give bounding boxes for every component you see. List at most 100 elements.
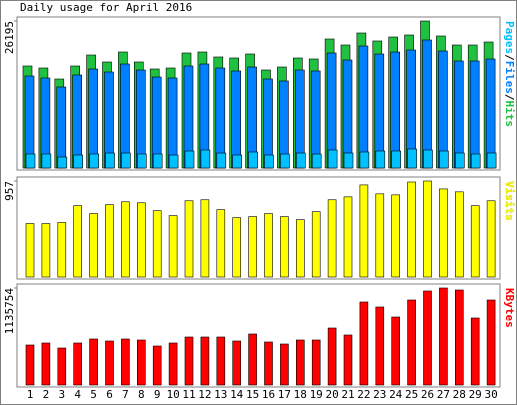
bar [105, 340, 114, 386]
bar [470, 205, 480, 278]
x-tick-label: 14 [230, 388, 244, 401]
legend-entry: Visits [503, 181, 516, 221]
legend-entry: KBytes [503, 288, 516, 328]
bar [137, 339, 146, 386]
bar [137, 202, 146, 278]
x-tick-label: 19 [310, 388, 323, 401]
bar [264, 341, 273, 386]
bar [168, 215, 178, 278]
bar [232, 340, 241, 386]
bar [152, 153, 163, 169]
bar [310, 70, 321, 169]
bar [454, 152, 465, 169]
bar [280, 153, 290, 169]
bar [216, 152, 227, 169]
bar [121, 338, 130, 386]
bar [423, 149, 433, 169]
bar [486, 152, 497, 169]
bar [342, 59, 353, 169]
bar [88, 68, 98, 169]
x-tick-label: 12 [198, 388, 211, 401]
bar [121, 201, 130, 278]
bar [391, 316, 401, 386]
x-tick-label: 22 [357, 388, 370, 401]
x-tick-label: 27 [437, 388, 450, 401]
x-tick-label: 1 [27, 388, 34, 401]
bar [73, 342, 82, 386]
bar [422, 39, 432, 169]
bar [105, 204, 114, 278]
bar [390, 51, 401, 169]
x-tick-label: 20 [325, 388, 338, 401]
bar [57, 222, 67, 278]
x-tick-label: 13 [214, 388, 227, 401]
bar [121, 152, 131, 169]
bar [359, 301, 369, 386]
x-tick-label: 7 [122, 388, 129, 401]
bar [407, 299, 416, 386]
bar [439, 287, 448, 386]
bar [453, 60, 464, 169]
bar [295, 219, 305, 278]
bar [264, 213, 273, 278]
bar [311, 211, 321, 278]
x-tick-label: 8 [138, 388, 145, 401]
bar [89, 153, 99, 169]
x-tick-label: 2 [43, 388, 50, 401]
bar [280, 216, 289, 278]
bar [184, 336, 194, 386]
bar [438, 50, 448, 169]
legend-entry: Files [503, 61, 516, 94]
y-tick-label: 957 [3, 181, 16, 201]
x-tick-label: 18 [294, 388, 307, 401]
legend: Pages/Files/Hits [503, 21, 516, 127]
bar [72, 74, 82, 169]
bar [216, 209, 226, 278]
bar [184, 150, 195, 169]
x-tick-label: 5 [90, 388, 97, 401]
bar [358, 45, 369, 169]
bar [327, 149, 338, 169]
y-tick-label: 1135754 [3, 288, 16, 335]
x-tick-label: 17 [278, 388, 291, 401]
x-tick-label: 9 [154, 388, 161, 401]
bar [359, 151, 370, 169]
legend: Visits [503, 181, 516, 221]
bar [73, 154, 83, 169]
x-tick-label: 15 [246, 388, 259, 401]
bar [56, 86, 67, 169]
x-tick-label: 23 [373, 388, 386, 401]
x-tick-label: 25 [405, 388, 418, 401]
bar [200, 199, 210, 278]
bar [152, 345, 162, 386]
x-tick-label: 28 [453, 388, 466, 401]
bar [359, 184, 369, 278]
bar [231, 70, 241, 169]
y-tick-label: 26195 [3, 21, 16, 54]
legend-separator: / [503, 54, 516, 61]
chart-title: Daily usage for April 2016 [20, 1, 192, 14]
bar [439, 150, 449, 169]
bar [25, 344, 35, 386]
x-tick-label: 29 [469, 388, 482, 401]
bar [57, 156, 68, 169]
bar [167, 77, 178, 169]
bar [311, 153, 322, 169]
bar [280, 343, 289, 386]
bar [41, 153, 52, 169]
bar [423, 290, 432, 386]
bar [248, 216, 257, 278]
bar [423, 180, 432, 278]
bar [216, 336, 226, 386]
bar [391, 194, 401, 278]
legend: KBytes [503, 288, 516, 328]
bar [375, 193, 385, 278]
bar [152, 210, 162, 278]
x-tick-label: 6 [106, 388, 113, 401]
bar [407, 181, 416, 278]
bar [263, 78, 273, 169]
bar [248, 333, 257, 386]
bar [232, 217, 241, 278]
x-tick-label: 4 [74, 388, 81, 401]
